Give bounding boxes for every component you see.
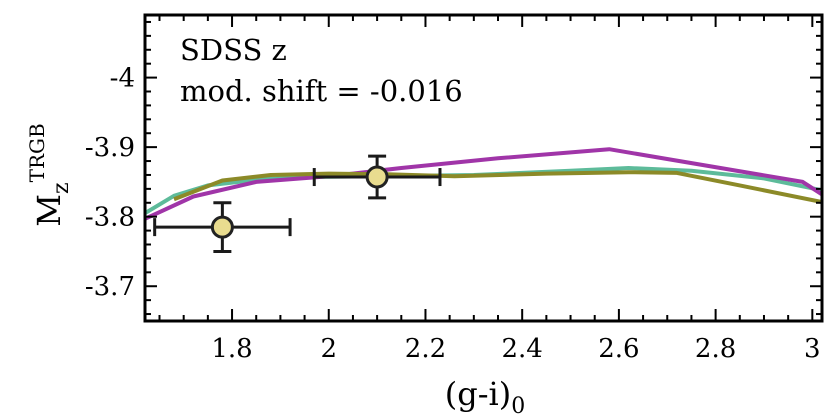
x-tick-label: 2.2 (405, 334, 446, 364)
x-tick-label: 1.8 (211, 334, 252, 364)
annotation-shift: mod. shift = -0.016 (180, 74, 463, 108)
x-axis-label-sub: 0 (511, 394, 525, 415)
y-tick-label: -3.9 (85, 133, 135, 163)
data-points (153, 154, 442, 253)
y-axis-label: MzTRGB (25, 123, 74, 226)
x-axis-label: (g-i)0 (445, 375, 526, 415)
y-tick-label: -3.7 (85, 272, 135, 302)
data-point-1 (312, 154, 442, 200)
annotation-filter: SDSS z (180, 33, 287, 67)
y-tick-label: -4 (110, 64, 135, 94)
data-point-0 (153, 201, 292, 253)
x-axis-label-main: (g-i) (445, 375, 512, 413)
y-axis-label-main: M (30, 194, 68, 227)
data-point-marker (365, 165, 389, 189)
series-line-2 (173, 170, 822, 205)
data-point-marker (210, 215, 234, 239)
x-tick-label: 2.6 (598, 334, 639, 364)
y-axis-label-sub: z (49, 182, 74, 194)
x-tick-label: 2.4 (502, 334, 543, 364)
axis-ticks (145, 15, 822, 321)
series-line-1 (145, 147, 822, 221)
plot-frame (143, 13, 824, 323)
x-tick-label: 2 (320, 334, 337, 364)
x-tick-labels: 1.8 2 2.2 2.4 2.6 2.8 3 (211, 334, 820, 364)
y-tick-labels: -3.7 -3.8 -3.9 -4 (85, 64, 135, 303)
y-axis-label-sup: TRGB (25, 123, 49, 182)
x-tick-label: 2.8 (695, 334, 736, 364)
y-tick-label: -3.8 (85, 203, 135, 233)
x-tick-label: 3 (804, 334, 821, 364)
model-lines (145, 147, 822, 221)
